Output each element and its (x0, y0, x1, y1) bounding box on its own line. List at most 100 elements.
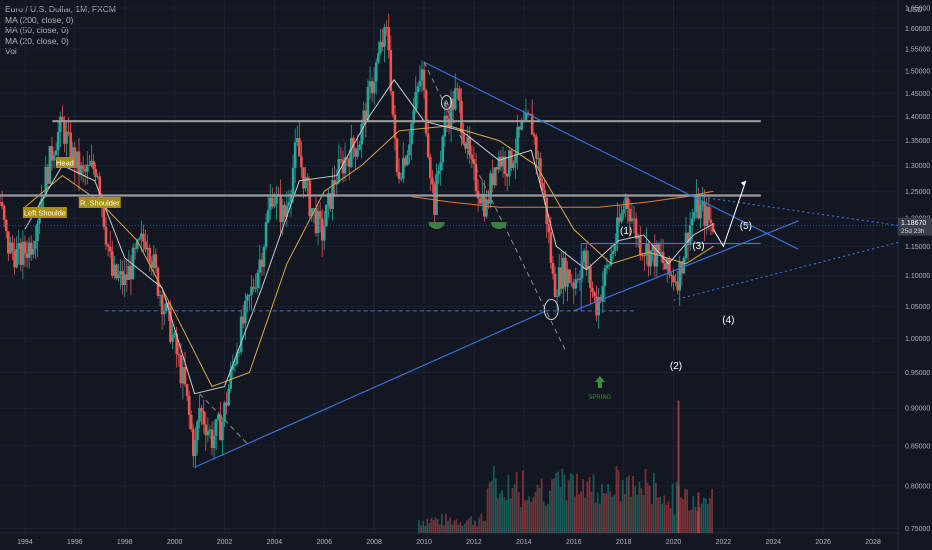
candle-body (391, 91, 395, 115)
trendline (423, 61, 799, 250)
candle-body (81, 165, 85, 170)
volume-bar (650, 503, 653, 533)
legend-ma200[interactable]: MA (200, close, 0) (5, 14, 74, 25)
candle-body (684, 232, 688, 258)
candle-body (368, 81, 372, 87)
wave-label-4: (4) (722, 315, 734, 326)
candle-body (535, 136, 538, 159)
candle-body (133, 247, 137, 249)
candle-body (36, 223, 39, 242)
volume-bar (534, 492, 537, 533)
volume-bar (499, 493, 501, 533)
y-tick-label: 1.65000 (905, 5, 930, 12)
volume-bar (501, 490, 504, 533)
candle-body (221, 421, 224, 441)
candle-body (198, 408, 201, 422)
grid (0, 0, 898, 533)
candle-body (196, 421, 199, 440)
candle-body (65, 131, 68, 144)
volume-bar (549, 490, 551, 533)
volume-bar (609, 491, 612, 533)
volume-bar (445, 513, 447, 533)
volume-bar (628, 475, 630, 533)
candle-body (439, 162, 442, 171)
head-label-bg (55, 157, 74, 168)
y-tick-label: 1.25000 (905, 189, 930, 196)
x-tick-label: 2004 (267, 539, 283, 546)
volume-bar (646, 482, 649, 533)
candle-body (104, 226, 108, 245)
y-tick-label: 1.55000 (905, 47, 930, 54)
volume-bar (544, 505, 547, 533)
candle-body (54, 150, 58, 156)
candle-body (314, 208, 318, 234)
currency-label: USD (908, 7, 923, 14)
volume-bar (472, 525, 474, 533)
volume-bar (438, 524, 441, 533)
candle-body (19, 243, 23, 265)
projection-path (712, 180, 747, 248)
candle-body (204, 424, 208, 436)
legend-ma50[interactable]: MA (50, close, 0) (5, 25, 69, 35)
candle-body (364, 110, 368, 123)
candle-body (645, 243, 648, 256)
candle-body (460, 101, 463, 134)
candle-body (239, 316, 243, 352)
candle-body (532, 134, 536, 137)
candle-body (140, 233, 143, 239)
candle-body (697, 194, 700, 219)
candle-body (250, 286, 253, 296)
candle-body (325, 204, 328, 227)
volume-bar (565, 500, 568, 533)
candle-body (0, 201, 2, 203)
y-tick-label: 1.40000 (905, 114, 930, 121)
candle-body (474, 163, 478, 192)
volume-bar (667, 501, 670, 533)
candle-body (352, 137, 355, 149)
candle-body (69, 132, 72, 162)
projection-arrowhead (740, 180, 746, 186)
legend-volume[interactable]: Vol (5, 46, 17, 56)
volume-bar (424, 525, 427, 533)
volume-bar (704, 498, 707, 533)
candle-body (150, 261, 154, 268)
volume-bar (596, 492, 599, 533)
legend-ma20[interactable]: MA (20, close, 0) (5, 35, 69, 46)
volume-bar (542, 501, 545, 533)
candle-body (607, 264, 611, 266)
candle-body (410, 123, 413, 145)
volume-bar (507, 474, 510, 533)
candle-body (453, 88, 457, 110)
candle-body (23, 241, 27, 254)
candle-body (387, 27, 391, 51)
candle-body (591, 287, 594, 293)
volume-bar (673, 514, 676, 533)
candle-body (119, 271, 122, 275)
candle-body (318, 210, 322, 219)
candle-body (572, 282, 576, 289)
candle-body (520, 121, 524, 130)
candle-body (306, 176, 309, 181)
candle-body (584, 250, 588, 270)
candle-body (472, 158, 476, 164)
candle-body (285, 205, 289, 218)
candle-body (216, 414, 220, 420)
candle-body (568, 269, 571, 283)
candle-body (144, 241, 147, 250)
head-label: Head (55, 157, 74, 168)
candle-body (379, 41, 382, 54)
volume-bar (422, 520, 425, 533)
candle-body (601, 286, 605, 302)
candle-body (611, 250, 615, 255)
candle-body (686, 232, 690, 245)
volume-spike (677, 400, 680, 533)
volume-bar (463, 523, 466, 533)
volume-bar (505, 499, 508, 533)
volume-bar (563, 474, 566, 533)
candle-body (252, 286, 255, 289)
candle-body (295, 138, 299, 143)
candle-body (156, 268, 160, 296)
candle-body (578, 278, 582, 281)
candle-body (663, 263, 667, 270)
